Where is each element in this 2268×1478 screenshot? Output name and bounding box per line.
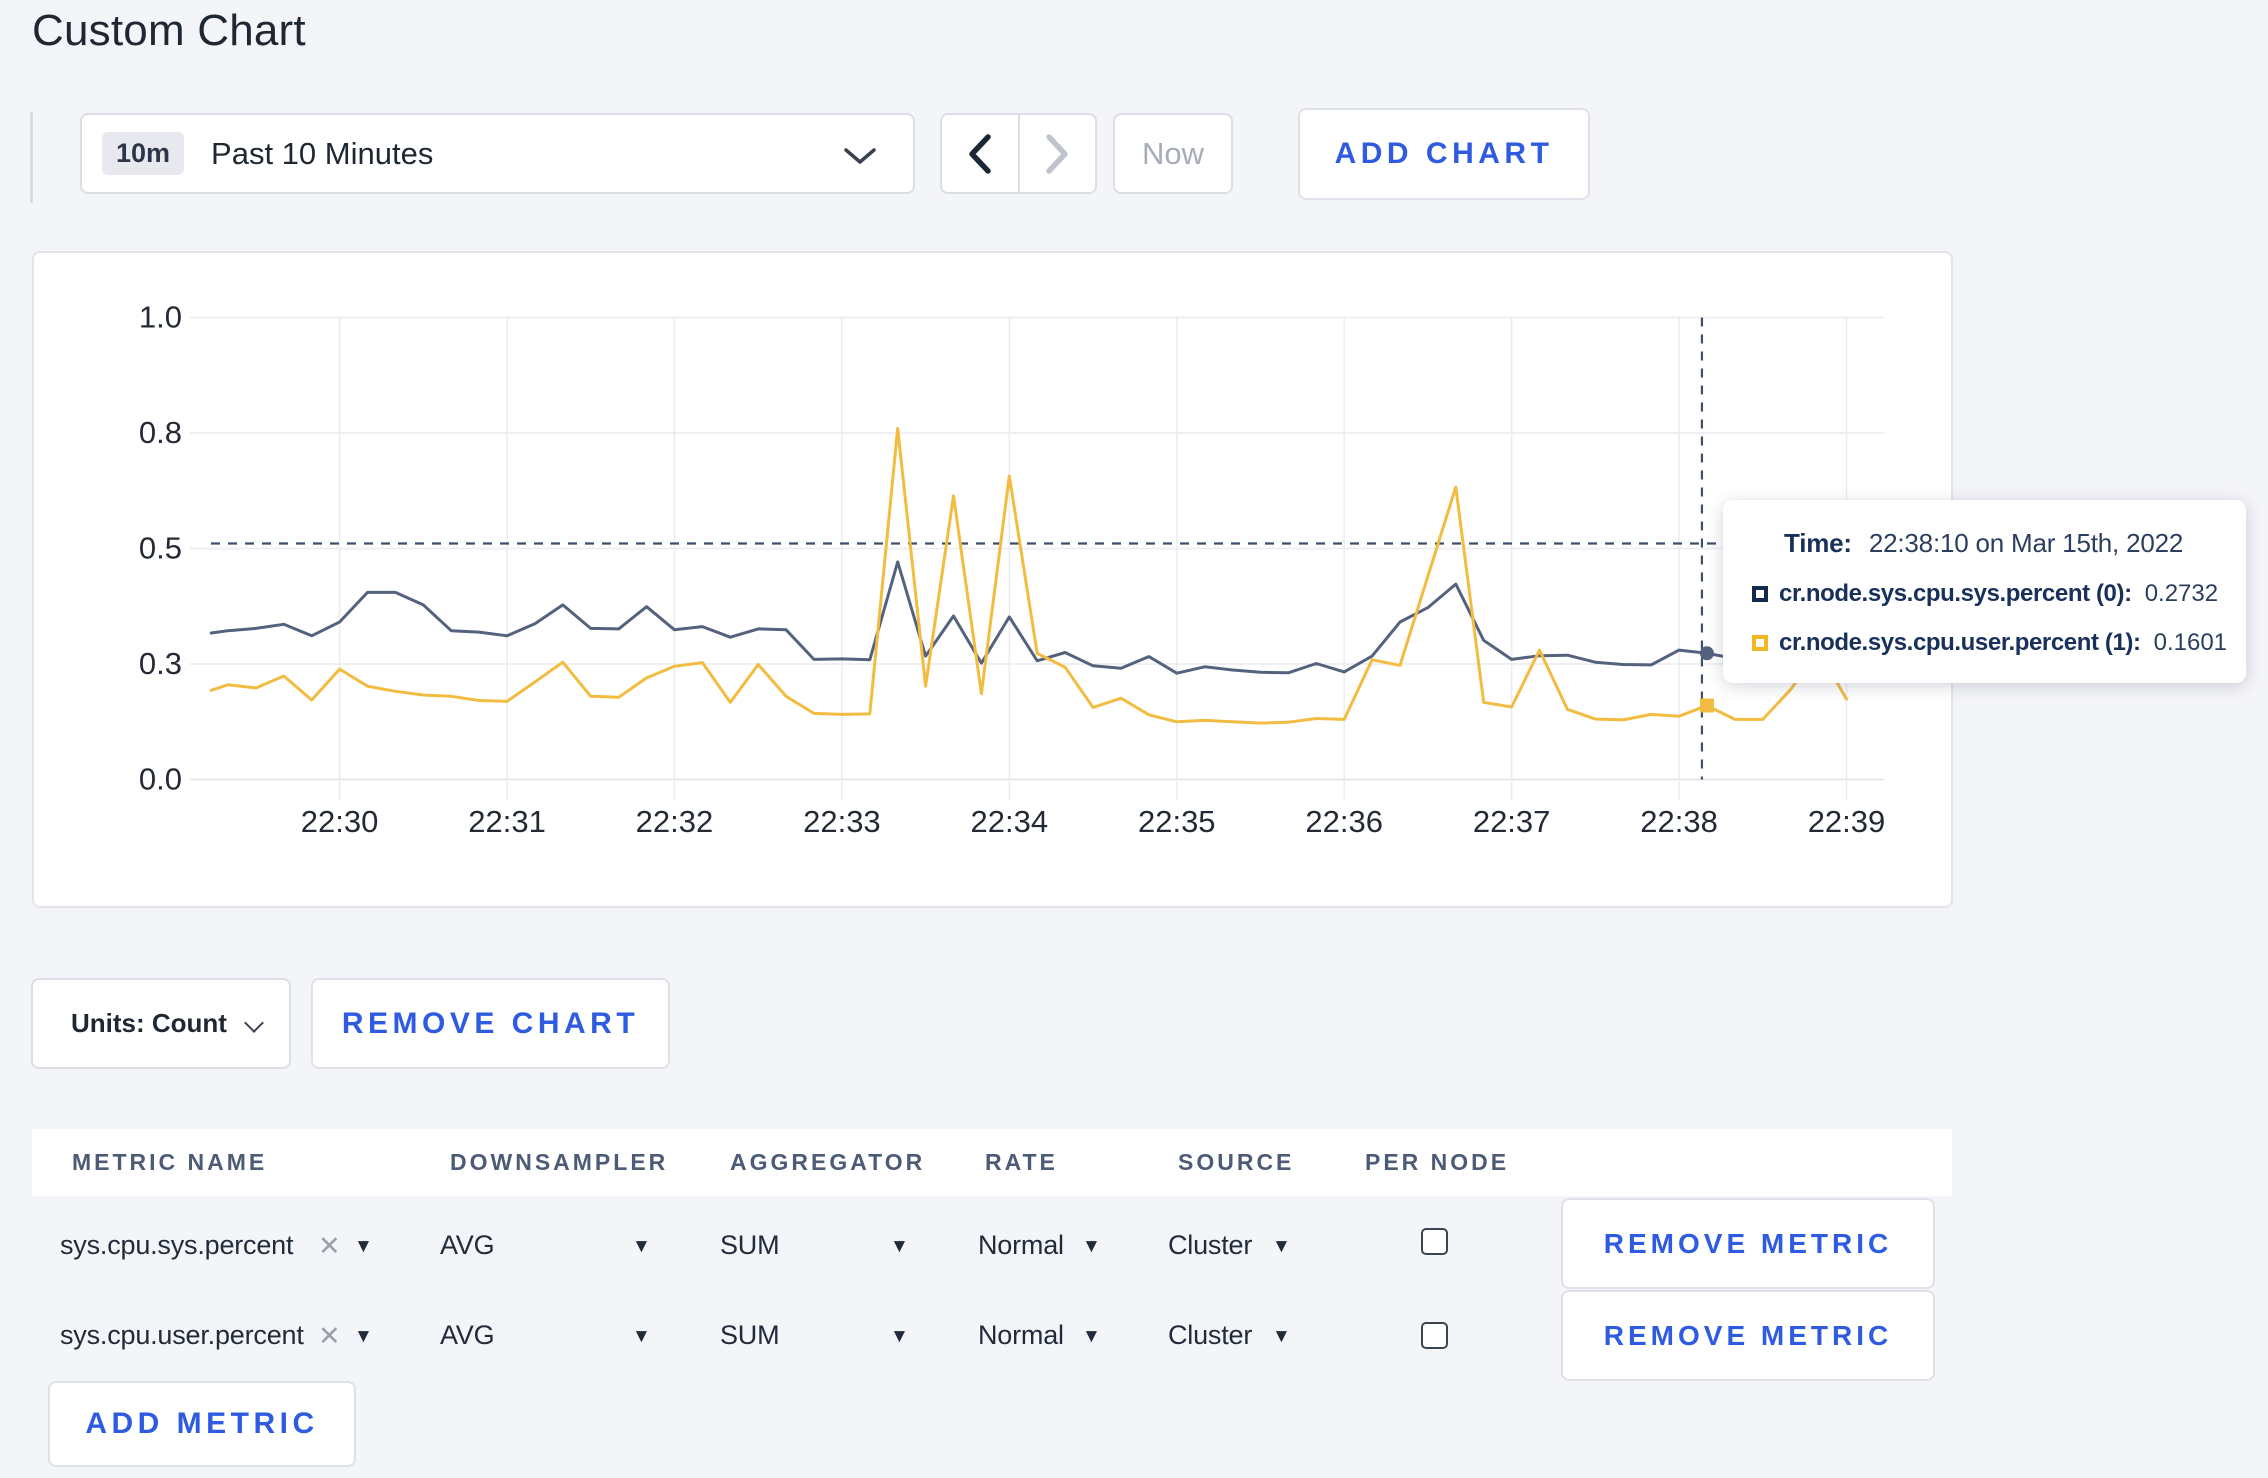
- x-tick-label: 22:35: [1138, 804, 1216, 839]
- tooltip-series-value: 0.1601: [2153, 629, 2228, 656]
- aggregator-select[interactable]: SUM: [720, 1230, 780, 1260]
- chevron-left-icon: [969, 133, 991, 174]
- prev-range-button[interactable]: [942, 115, 1018, 192]
- x-tick-label: 22:33: [803, 804, 881, 839]
- x-tick-label: 22:39: [1808, 804, 1886, 839]
- chart-panel: [32, 251, 1953, 908]
- add-metric-button[interactable]: ADD METRIC: [48, 1381, 356, 1467]
- caret-down-icon[interactable]: ▼: [354, 1326, 373, 1347]
- caret-down-icon[interactable]: ▼: [1082, 1236, 1101, 1257]
- y-tick-label: 0.0: [139, 762, 182, 797]
- per-node-checkbox[interactable]: [1421, 1322, 1448, 1349]
- metric-name-value[interactable]: sys.cpu.user.percent: [60, 1320, 304, 1350]
- hover-marker-square: [1699, 698, 1714, 713]
- source-select[interactable]: Cluster: [1168, 1230, 1253, 1260]
- col-downsampler: DOWNSAMPLER: [450, 1149, 669, 1175]
- caret-down-icon[interactable]: ▼: [890, 1236, 909, 1257]
- col-source: SOURCE: [1178, 1149, 1295, 1175]
- y-tick-label: 0.3: [139, 646, 182, 681]
- caret-down-icon[interactable]: ▼: [632, 1236, 651, 1257]
- time-range-dropdown[interactable]: 10m Past 10 Minutes: [80, 113, 915, 194]
- time-range-label: Past 10 Minutes: [211, 135, 434, 171]
- col-metric-name: METRIC NAME: [72, 1149, 268, 1175]
- clear-metric-icon[interactable]: ✕: [318, 1321, 341, 1351]
- metrics-table-header: METRIC NAME DOWNSAMPLER AGGREGATOR RATE …: [32, 1129, 1952, 1196]
- time-range-badge: 10m: [102, 132, 185, 175]
- series-swatch-user: [1752, 635, 1768, 651]
- tooltip-time-label: Time:: [1784, 528, 1852, 558]
- caret-down-icon[interactable]: ▼: [632, 1326, 651, 1347]
- remove-metric-button[interactable]: REMOVE METRIC: [1561, 1198, 1935, 1289]
- clear-metric-icon[interactable]: ✕: [318, 1231, 341, 1261]
- hover-marker-circle: [1699, 646, 1714, 661]
- next-range-button[interactable]: [1017, 115, 1096, 192]
- metric-name-value[interactable]: sys.cpu.sys.percent: [60, 1230, 294, 1260]
- aggregator-select[interactable]: SUM: [720, 1320, 780, 1350]
- line-chart[interactable]: 0.0 0.3 0.5 0.8 1.0 22:30 22:31 22:32 22:33 22:34…: [32, 251, 1953, 908]
- chevron-right-icon: [1046, 133, 1068, 174]
- time-nav-group: [940, 113, 1097, 194]
- chevron-down-icon: [244, 1013, 264, 1033]
- units-dropdown[interactable]: Units: Count: [31, 978, 291, 1069]
- rate-select[interactable]: Normal: [978, 1320, 1064, 1350]
- units-label: Units: Count: [71, 1008, 227, 1038]
- chevron-down-icon: [844, 148, 876, 164]
- downsampler-select[interactable]: AVG: [440, 1230, 495, 1260]
- caret-down-icon[interactable]: ▼: [1272, 1236, 1291, 1257]
- metric-table-row: sys.cpu.user.percent ✕ ▼ AVG ▼ SUM ▼ Nor…: [32, 1289, 1952, 1380]
- add-chart-button[interactable]: ADD CHART: [1298, 108, 1590, 200]
- tooltip-series-value: 0.2732: [2144, 580, 2219, 607]
- rate-select[interactable]: Normal: [978, 1230, 1064, 1260]
- y-tick-label: 0.5: [139, 531, 182, 566]
- caret-down-icon[interactable]: ▼: [1272, 1326, 1291, 1347]
- col-aggregator: AGGREGATOR: [730, 1149, 926, 1175]
- x-tick-label: 22:30: [301, 804, 379, 839]
- y-tick-label: 1.0: [139, 300, 182, 335]
- page-title: Custom Chart: [32, 6, 306, 55]
- toolbar-left-rule: [30, 112, 33, 203]
- caret-down-icon[interactable]: ▼: [890, 1326, 909, 1347]
- metric-table-row: sys.cpu.sys.percent ✕ ▼ AVG ▼ SUM ▼ Norm…: [32, 1199, 1952, 1290]
- tooltip-time-value: 22:38:10 on Mar 15th, 2022: [1868, 528, 2184, 558]
- per-node-checkbox[interactable]: [1421, 1228, 1448, 1255]
- x-tick-label: 22:31: [468, 804, 546, 839]
- caret-down-icon[interactable]: ▼: [1082, 1326, 1101, 1347]
- downsampler-select[interactable]: AVG: [440, 1320, 495, 1350]
- now-button[interactable]: Now: [1113, 113, 1233, 194]
- x-tick-label: 22:32: [636, 804, 714, 839]
- x-tick-label: 22:38: [1640, 804, 1718, 839]
- tooltip-series-label: cr.node.sys.cpu.sys.percent (0):: [1779, 580, 2132, 607]
- source-select[interactable]: Cluster: [1168, 1320, 1253, 1350]
- x-tick-label: 22:37: [1473, 804, 1551, 839]
- series-line-1: [209, 426, 1848, 725]
- remove-chart-button[interactable]: REMOVE CHART: [311, 978, 670, 1069]
- col-per-node: PER NODE: [1365, 1149, 1510, 1175]
- y-tick-label: 0.8: [139, 415, 182, 450]
- x-tick-label: 22:34: [971, 804, 1049, 839]
- caret-down-icon[interactable]: ▼: [354, 1236, 373, 1257]
- tooltip-series-label: cr.node.sys.cpu.user.percent (1):: [1779, 629, 2141, 656]
- chart-tooltip: Time: 22:38:10 on Mar 15th, 2022 cr.node…: [1723, 500, 2246, 683]
- x-tick-label: 22:36: [1305, 804, 1383, 839]
- remove-metric-button[interactable]: REMOVE METRIC: [1561, 1290, 1935, 1381]
- series-swatch-sys: [1752, 586, 1768, 602]
- col-rate: RATE: [985, 1149, 1058, 1175]
- series-line-0: [209, 560, 1848, 675]
